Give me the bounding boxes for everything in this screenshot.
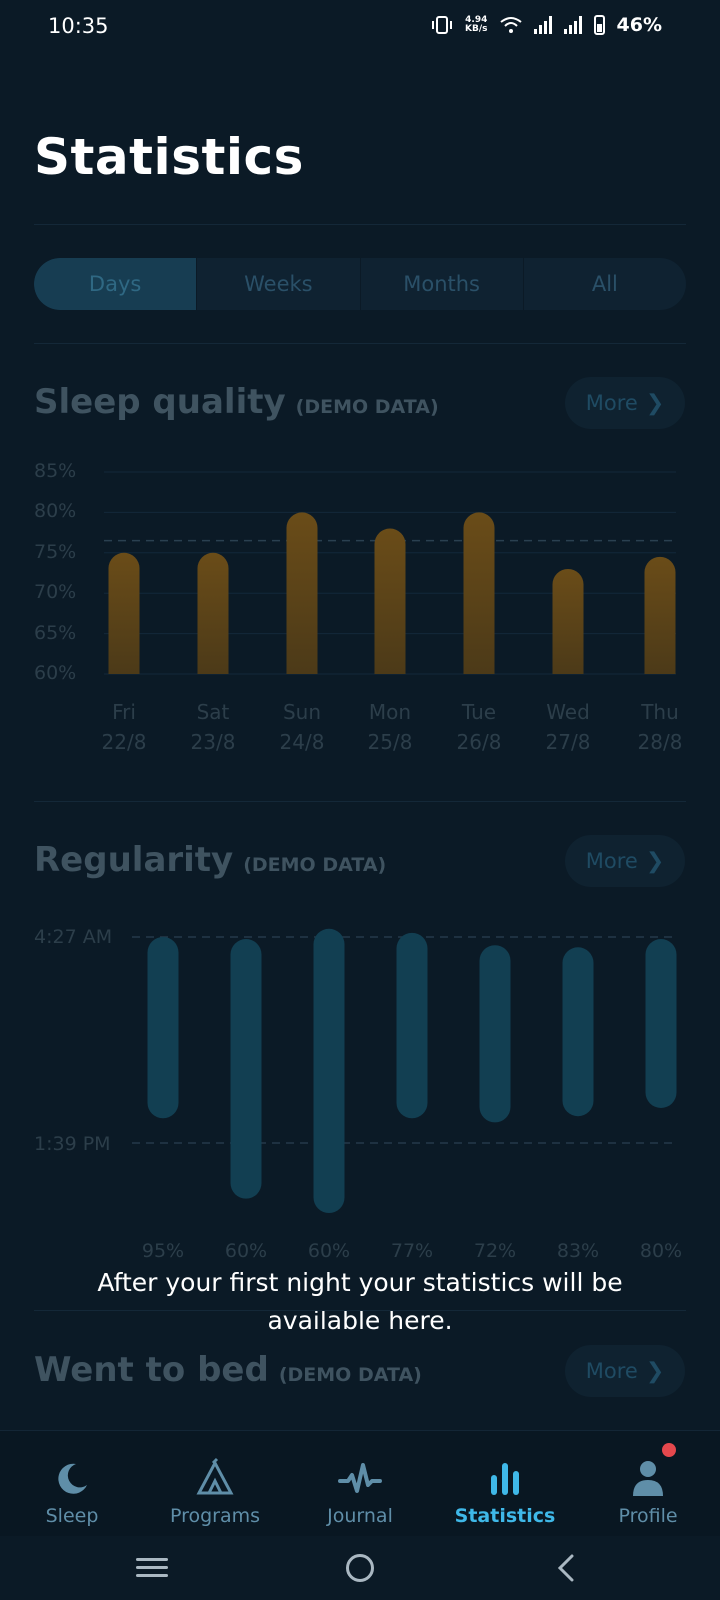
x-tick-label: Sat 23/8 (190, 700, 236, 754)
regularity-percent-label: 95% (141, 1240, 185, 1262)
regularity-top-label: 4:27 AM (34, 926, 113, 948)
x-tick-label: Wed 27/8 (545, 700, 591, 754)
divider (34, 224, 686, 225)
tab-days[interactable]: Days (34, 258, 198, 310)
sleep-quality-bar[interactable] (644, 556, 676, 674)
y-tick-label: 60% (34, 662, 77, 684)
went-to-bed-title: Went to bed (34, 1350, 269, 1390)
nav-statistics[interactable]: Statistics (435, 1431, 575, 1527)
network-speed: 4.94 KB/s (465, 15, 488, 34)
wifi-icon (499, 17, 522, 33)
divider (34, 343, 686, 344)
nav-label: Sleep (45, 1505, 99, 1527)
nav-journal[interactable]: Journal (290, 1431, 430, 1527)
regularity-title: Regularity (34, 840, 234, 880)
y-tick-label: 70% (34, 581, 77, 604)
sleep-quality-bar[interactable] (463, 512, 495, 674)
y-tick-label: 75% (34, 540, 77, 563)
sleep-quality-header: Sleep quality (DEMO DATA) (34, 382, 439, 422)
status-time: 10:35 (48, 14, 109, 38)
status-icons: 4.94 KB/s 46% (431, 14, 662, 36)
regularity-bar[interactable] (645, 939, 677, 1108)
nav-programs[interactable]: Programs (145, 1431, 285, 1527)
regularity-bar[interactable] (396, 932, 428, 1119)
sleep-quality-bar[interactable] (197, 552, 229, 674)
notification-badge (662, 1443, 676, 1457)
tab-all[interactable]: All (591, 272, 618, 296)
nav-label: Statistics (454, 1505, 556, 1527)
regularity-bar[interactable] (313, 928, 345, 1214)
demo-data-note: (DEMO DATA) (295, 396, 439, 418)
regularity-percent-label: 83% (556, 1240, 600, 1262)
bottom-nav: Sleep Programs Journal Statistics (0, 1430, 720, 1537)
battery-icon (593, 15, 605, 35)
went-to-bed-header: Went to bed (DEMO DATA) (34, 1350, 422, 1390)
system-nav-bar (0, 1536, 720, 1600)
tab-weeks[interactable]: Weeks (197, 258, 361, 310)
vibrate-icon (432, 16, 453, 34)
regularity-bar[interactable] (562, 947, 594, 1117)
nav-label: Programs (169, 1505, 261, 1527)
regularity-percent-label: 80% (639, 1240, 683, 1262)
chevron-right-icon: ❯ (645, 1358, 665, 1384)
demo-data-note: (DEMO DATA) (243, 854, 387, 876)
home-icon[interactable] (344, 1552, 376, 1584)
back-icon[interactable] (554, 1554, 578, 1582)
battery-percent: 46% (616, 14, 662, 36)
more-label: More (585, 391, 638, 415)
sleep-quality-title: Sleep quality (34, 382, 286, 422)
person-icon (633, 1461, 663, 1496)
regularity-percent-label: 77% (390, 1240, 434, 1262)
tab-months[interactable]: Months (361, 258, 524, 310)
page-title: Statistics (34, 128, 304, 186)
x-tick-label: Mon 25/8 (367, 700, 413, 754)
divider (34, 801, 686, 802)
chevron-right-icon: ❯ (645, 390, 665, 416)
sleep-quality-bar[interactable] (552, 568, 584, 674)
chevron-right-icon: ❯ (645, 848, 665, 874)
sleep-quality-bar[interactable] (286, 512, 318, 674)
regularity-bar[interactable] (479, 945, 511, 1123)
menu-icon[interactable] (136, 1556, 168, 1580)
divider (34, 1310, 686, 1311)
regularity-chart (132, 928, 677, 1214)
nav-sleep[interactable]: Sleep (2, 1431, 142, 1527)
regularity-percent-label: 60% (224, 1240, 268, 1262)
y-tick-label: 85% (34, 460, 77, 482)
period-tabs: Days Weeks Months All (34, 258, 686, 310)
sleep-quality-chart (104, 471, 676, 675)
regularity-bottom-label: 1:39 PM (34, 1133, 111, 1155)
x-tick-label: Thu 28/8 (637, 700, 683, 754)
bar-chart-icon (491, 1463, 519, 1495)
y-tick-label: 65% (34, 621, 77, 644)
tent-icon (196, 1457, 234, 1495)
x-tick-label: Sun 24/8 (279, 700, 325, 754)
empty-state-message: After your first night your statistics w… (97, 1268, 623, 1335)
nav-profile[interactable]: Profile (578, 1431, 718, 1527)
went-to-bed-more-button[interactable]: More ❯ (565, 1345, 685, 1397)
more-label: More (585, 1359, 638, 1383)
regularity-bar[interactable] (230, 939, 262, 1199)
regularity-percent-label: 72% (473, 1240, 517, 1262)
regularity-bar[interactable] (147, 937, 179, 1119)
demo-data-note: (DEMO DATA) (278, 1364, 422, 1386)
sleep-quality-more-button[interactable]: More ❯ (565, 377, 685, 429)
signal-icon (533, 16, 552, 34)
sleep-quality-bar[interactable] (108, 552, 140, 674)
regularity-more-button[interactable]: More ❯ (565, 835, 685, 887)
regularity-percent-label: 60% (307, 1240, 351, 1262)
more-label: More (585, 849, 638, 873)
moon-icon (58, 1463, 87, 1494)
sleep-quality-bar[interactable] (374, 528, 406, 674)
nav-label: Profile (618, 1505, 678, 1527)
x-tick-label: Tue 26/8 (456, 700, 502, 754)
regularity-header: Regularity (DEMO DATA) (34, 840, 386, 880)
nav-label: Journal (327, 1505, 393, 1527)
x-tick-label: Fri 22/8 (101, 700, 147, 754)
signal-icon-2 (563, 16, 582, 34)
wave-icon (338, 1463, 382, 1493)
y-tick-label: 80% (34, 500, 77, 523)
